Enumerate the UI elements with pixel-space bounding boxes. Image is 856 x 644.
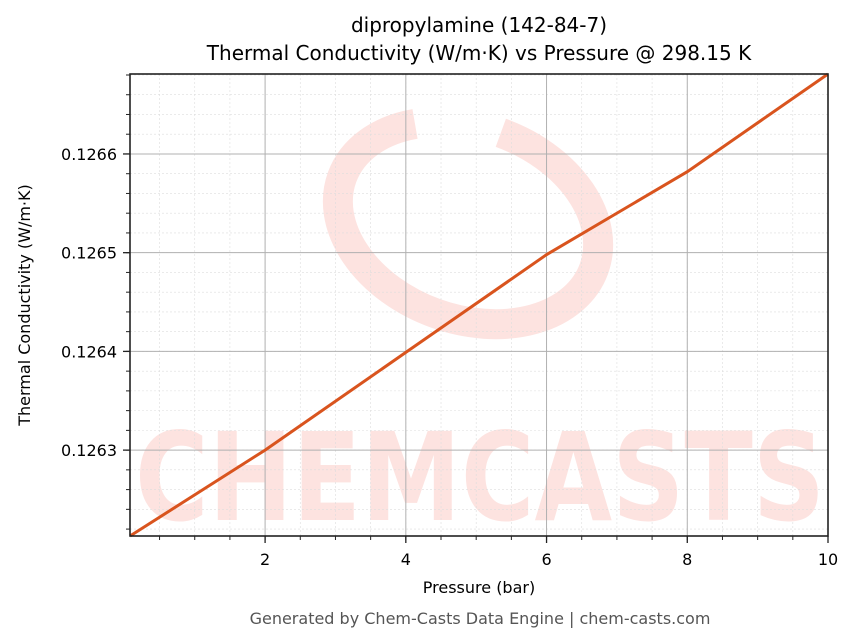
x-tick-label: 6: [541, 550, 551, 569]
x-tick-label: 4: [401, 550, 411, 569]
y-tick-label: 0.1264: [61, 342, 117, 361]
y-tick-label: 0.1266: [61, 145, 117, 164]
chart-title-property: Thermal Conductivity (W/m·K) vs Pressure…: [206, 41, 752, 65]
plot-frame: [129, 73, 829, 537]
data-line: [129, 72, 829, 538]
watermark: CHEMCASTS: [135, 106, 825, 549]
y-tick-label: 0.1265: [61, 244, 117, 263]
footer-credit: Generated by Chem-Casts Data Engine | ch…: [249, 609, 711, 628]
y-tick-label: 0.1263: [61, 441, 117, 460]
y-axis-label: Thermal Conductivity (W/m·K): [15, 184, 34, 427]
watermark-text: CHEMCASTS: [135, 407, 825, 549]
x-tick-label: 8: [682, 550, 692, 569]
x-tick-label: 2: [260, 550, 270, 569]
x-tick-label: 10: [818, 550, 838, 569]
chart-title-compound: dipropylamine (142-84-7): [350, 13, 608, 37]
axis-ticks: 2 4 6 8 10 0.1263 0.1264 0.1265 0.1266: [61, 74, 838, 569]
x-axis-label: Pressure (bar): [423, 578, 535, 597]
